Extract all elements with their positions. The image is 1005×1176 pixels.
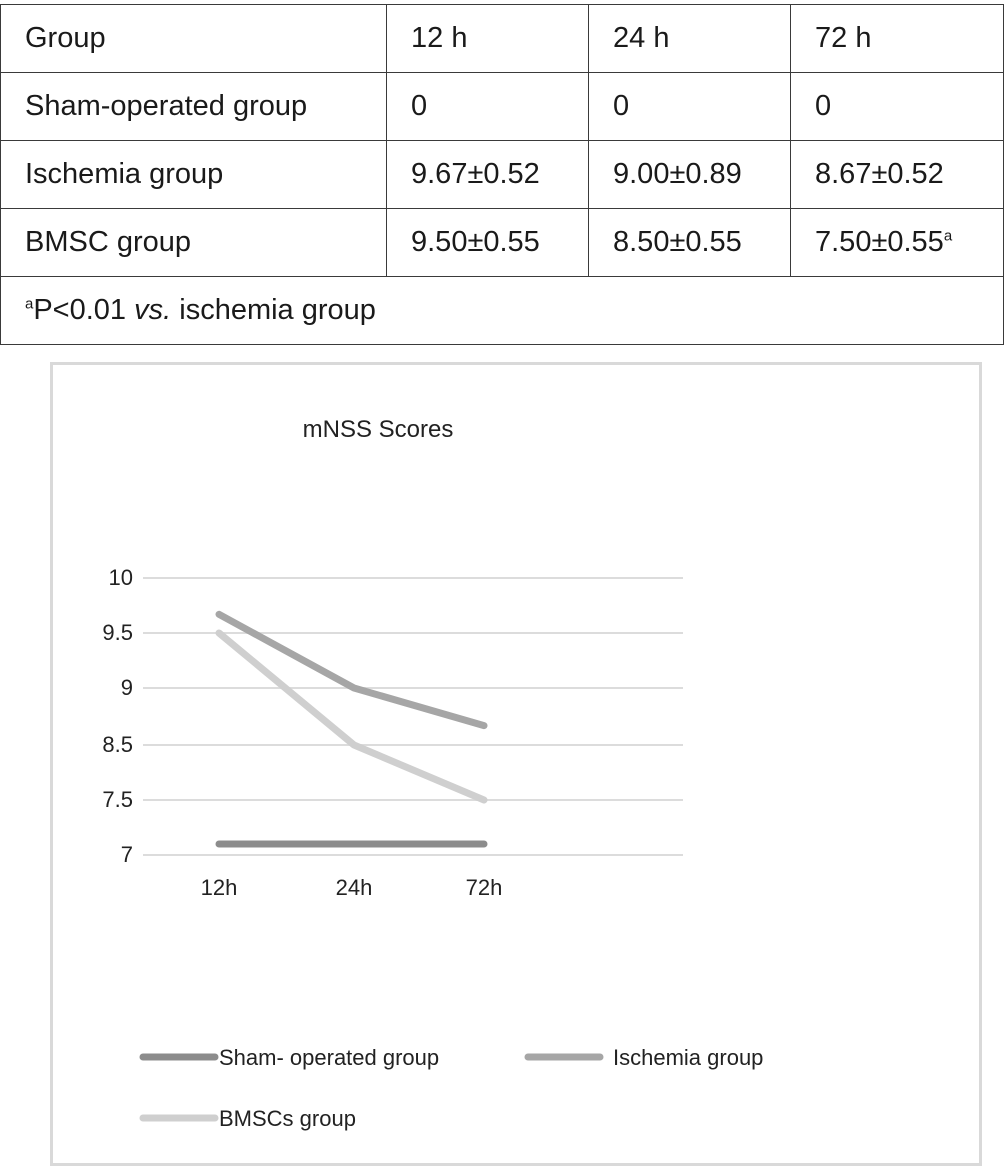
table-cell: 0 bbox=[588, 72, 791, 141]
header-cell: 24 h bbox=[588, 4, 791, 73]
header-cell: 72 h bbox=[790, 4, 1004, 73]
legend-label: Ischemia group bbox=[613, 1045, 763, 1070]
table-cell-value: 7.50±0.55 bbox=[815, 226, 944, 258]
table-header-row: Group 12 h 24 h 72 h bbox=[0, 4, 1004, 73]
legend-label: Sham- operated group bbox=[219, 1045, 439, 1070]
table-cell: BMSC group bbox=[0, 208, 387, 277]
table-cell: 9.50±0.55 bbox=[386, 208, 589, 277]
footnote: aP<0.01 vs. ischemia group bbox=[0, 276, 1004, 345]
y-tick-label: 8.5 bbox=[102, 732, 133, 757]
footnote-text-end: ischemia group bbox=[171, 294, 376, 326]
header-cell: 12 h bbox=[386, 4, 589, 73]
gridlines bbox=[143, 577, 683, 856]
results-table: Group 12 h 24 h 72 h Sham-operated group… bbox=[0, 4, 1004, 345]
y-tick-labels: 7 7.5 8.5 9 9.5 10 bbox=[102, 565, 133, 867]
table-cell: 9.00±0.89 bbox=[588, 140, 791, 209]
footnote-text: P<0.01 bbox=[33, 294, 135, 326]
table-cell: 7.50±0.55a bbox=[790, 208, 1004, 277]
table-row: Sham-operated group 0 0 0 bbox=[0, 72, 1004, 141]
footnote-italic: vs. bbox=[134, 294, 172, 326]
x-tick-label: 72h bbox=[466, 875, 503, 900]
table-cell: Sham-operated group bbox=[0, 72, 387, 141]
series-lines bbox=[215, 610, 488, 848]
x-tick-labels: 12h 24h 72h bbox=[201, 875, 503, 900]
y-tick-label: 9 bbox=[121, 675, 133, 700]
footnote-mark: a bbox=[25, 295, 34, 313]
series-line bbox=[215, 610, 488, 730]
line-chart: mNSS Scores 7 7.5 8.5 9 9.5 10 12h 24h 72h Sham… bbox=[102, 416, 763, 1131]
table-footnote-row: aP<0.01 vs. ischemia group bbox=[0, 276, 1004, 345]
table-cell: 0 bbox=[790, 72, 1004, 141]
y-tick-label: 10 bbox=[109, 565, 133, 590]
table-cell: 8.67±0.52 bbox=[790, 140, 1004, 209]
table-row: BMSC group 9.50±0.55 8.50±0.55 7.50±0.55… bbox=[0, 208, 1004, 277]
table-cell: 9.67±0.52 bbox=[386, 140, 589, 209]
y-tick-label: 7.5 bbox=[102, 787, 133, 812]
series-line bbox=[215, 629, 488, 804]
superscript-mark: a bbox=[943, 227, 953, 245]
table-row: Ischemia group 9.67±0.52 9.00±0.89 8.67±… bbox=[0, 140, 1004, 209]
header-cell: Group bbox=[0, 4, 387, 73]
y-tick-label: 7 bbox=[121, 842, 133, 867]
legend: Sham- operated group Ischemia group BMSCs … bbox=[139, 1045, 763, 1131]
chart-title: mNSS Scores bbox=[303, 416, 454, 443]
y-tick-label: 9.5 bbox=[102, 620, 133, 645]
x-tick-label: 12h bbox=[201, 875, 238, 900]
x-tick-label: 24h bbox=[336, 875, 373, 900]
table-cell: 0 bbox=[386, 72, 589, 141]
legend-label: BMSCs group bbox=[219, 1106, 356, 1131]
table-cell: Ischemia group bbox=[0, 140, 387, 209]
table-cell: 8.50±0.55 bbox=[588, 208, 791, 277]
chart-panel: mNSS Scores 7 7.5 8.5 9 9.5 10 12h 24h 72h Sham… bbox=[50, 362, 982, 1166]
